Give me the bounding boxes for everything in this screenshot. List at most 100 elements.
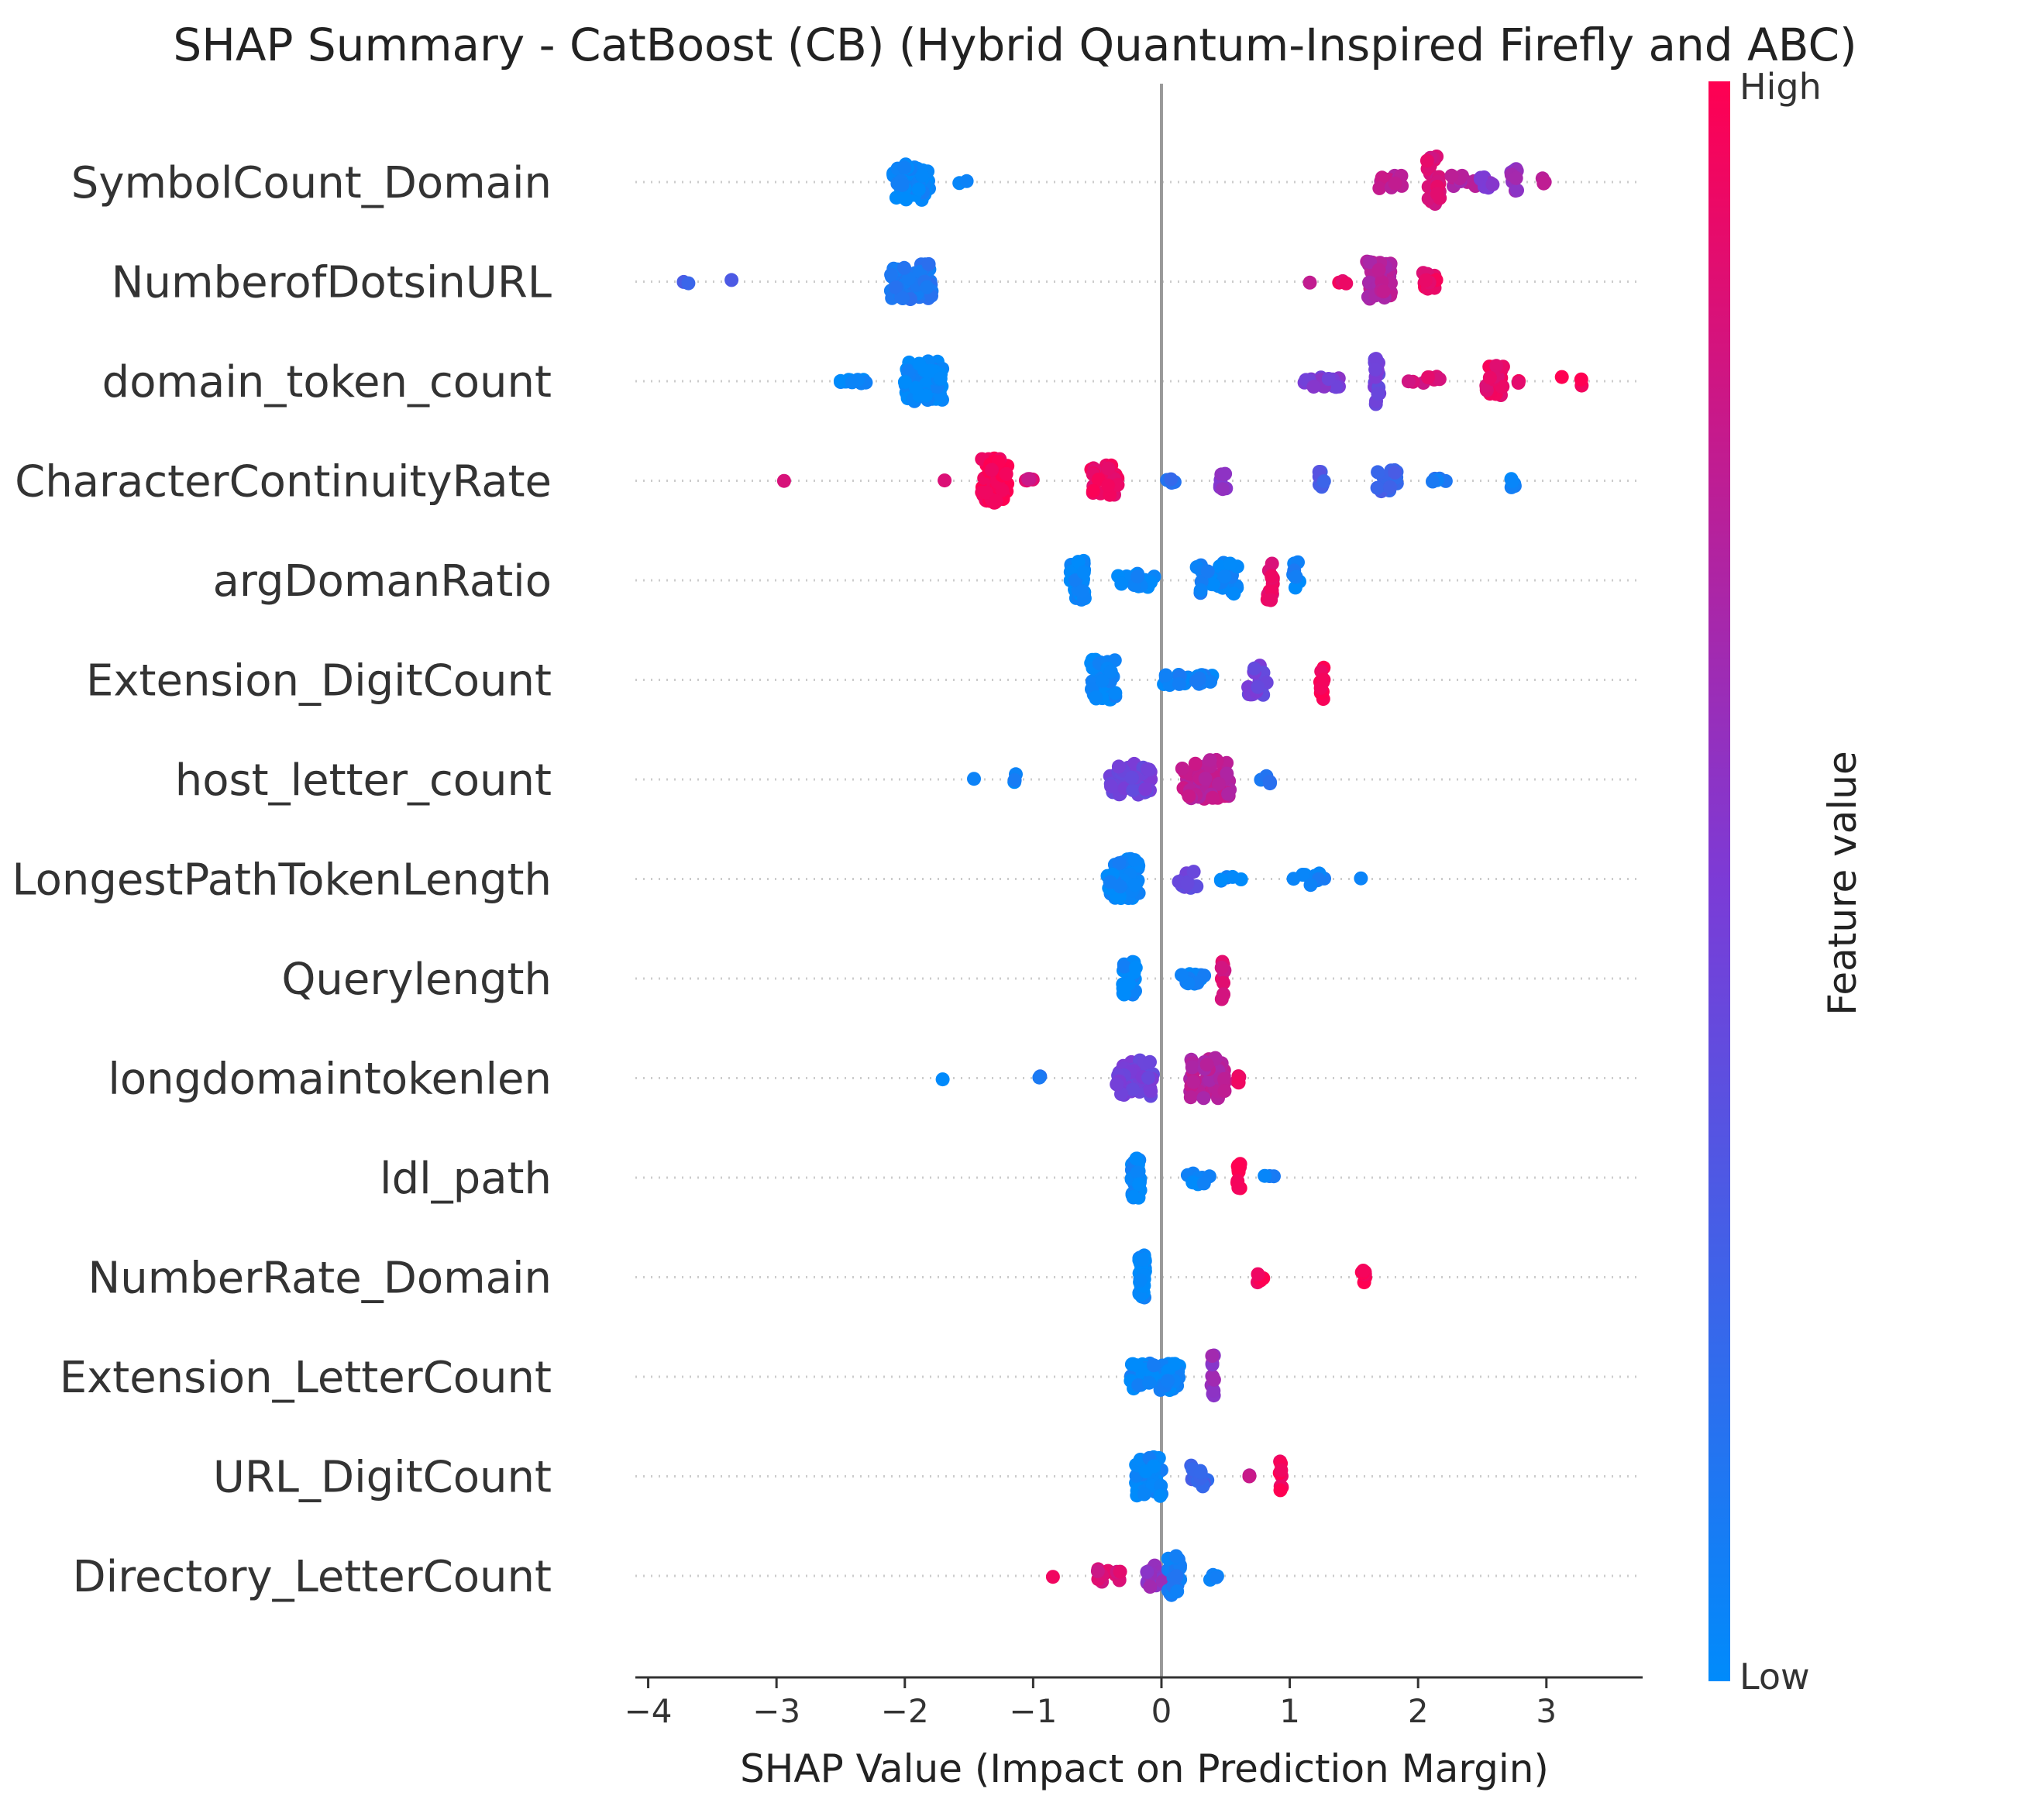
x-tick-label: 0 [1151, 1692, 1172, 1730]
shap-dot [1196, 1176, 1211, 1191]
shap-dot [1303, 878, 1318, 893]
shap-dot [1113, 1564, 1127, 1579]
shap-dot [1205, 1349, 1220, 1363]
shap-dot [1388, 176, 1402, 191]
shap-dot [1147, 1358, 1161, 1373]
shap-dot [1143, 1580, 1158, 1594]
shap-dot [1220, 766, 1234, 781]
shap-dot [1138, 1464, 1153, 1479]
shap-dot [1370, 480, 1385, 495]
shap-dot [1371, 465, 1385, 480]
shap-dot [1372, 181, 1387, 195]
shap-dot [1574, 372, 1588, 387]
x-tick-label: 1 [1279, 1692, 1300, 1730]
shap-dot [1127, 1189, 1141, 1204]
shap-dot [1371, 387, 1385, 401]
shap-dot [1369, 352, 1383, 366]
shap-dot [1265, 569, 1279, 583]
shap-dot [1183, 1090, 1198, 1105]
shap-dot [1206, 1384, 1221, 1398]
shap-dot [1216, 975, 1230, 990]
shap-dot [1419, 153, 1434, 168]
shap-dot [1264, 593, 1278, 607]
shap-dot [1103, 875, 1117, 889]
shap-dot [1154, 1478, 1168, 1493]
shap-dot [1206, 1370, 1220, 1384]
shap-dot [1126, 1082, 1140, 1097]
shap-dot [933, 371, 948, 386]
feature-label: host_letter_count [175, 755, 552, 806]
shap-dot [681, 276, 696, 291]
shap-dot [1273, 1483, 1288, 1498]
shap-dot [1130, 569, 1144, 584]
shap-dot [985, 463, 999, 477]
shap-dot [1430, 187, 1444, 201]
shap-dot [1223, 556, 1237, 571]
shap-dot [1221, 786, 1236, 801]
shap-dot [1180, 876, 1195, 891]
feature-label: argDomanRatio [213, 556, 552, 607]
shap-dot [1143, 1054, 1157, 1069]
shap-dot [1388, 465, 1402, 480]
shap-dot [1274, 1463, 1289, 1477]
shap-dot [1193, 1465, 1208, 1480]
shap-dot [1198, 772, 1213, 786]
shap-dot [1142, 1375, 1157, 1390]
shap-dot [938, 473, 952, 488]
x-tick-label: −2 [881, 1692, 929, 1730]
shap-dot [1076, 565, 1091, 580]
shap-dot [1356, 1264, 1371, 1278]
shap-dot [1536, 176, 1551, 191]
shap-dot [1168, 1357, 1182, 1371]
shap-dot [1045, 1570, 1060, 1584]
shap-dot [1339, 276, 1354, 291]
shap-dot [1247, 661, 1261, 676]
shap-dot [1316, 474, 1331, 489]
shap-dot [1112, 856, 1127, 871]
feature-label: domain_token_count [102, 357, 552, 408]
shap-dot [959, 174, 974, 188]
shap-dot [1213, 872, 1228, 887]
x-tick-label: 3 [1536, 1692, 1557, 1730]
shap-dot [1217, 569, 1232, 584]
shap-dot [1206, 577, 1220, 592]
shap-dot [1137, 1487, 1151, 1502]
shap-dot [897, 160, 912, 175]
feature-label: LongestPathTokenLength [12, 855, 552, 906]
shap-dot [1383, 480, 1397, 494]
shap-dot [1225, 869, 1240, 884]
shap-dot [889, 280, 903, 294]
shap-dot [1153, 1488, 1168, 1503]
shap-dot [1192, 671, 1206, 686]
shap-dot [1251, 1267, 1265, 1281]
shap-dot [1368, 362, 1383, 377]
shap-dot [1095, 673, 1110, 688]
x-tick-label: −1 [1009, 1692, 1057, 1730]
shap-dot [1114, 576, 1129, 591]
shap-dot [1217, 1072, 1232, 1086]
shap-dot [1089, 690, 1103, 704]
shap-dot [1140, 1564, 1154, 1579]
shap-dot [912, 356, 927, 371]
shap-dot [1230, 1174, 1245, 1189]
feature-label: Extension_DigitCount [86, 656, 552, 707]
shap-dot [1505, 474, 1519, 488]
shap-dot [1251, 679, 1265, 694]
x-tick-label: −3 [752, 1692, 800, 1730]
shap-dot [1175, 762, 1189, 776]
feature-label: Extension_LetterCount [60, 1353, 552, 1403]
shap-dot [1127, 853, 1142, 868]
shap-dot [1086, 483, 1100, 498]
feature-label: SymbolCount_Domain [71, 158, 552, 208]
shap-dot [935, 1072, 950, 1087]
shap-dot [908, 380, 923, 395]
shap-dot [920, 280, 934, 294]
shap-dot [1432, 372, 1447, 387]
shap-dot [897, 375, 912, 390]
shap-dot [1126, 783, 1141, 797]
shap-dot [1485, 177, 1500, 192]
shap-dot [1363, 255, 1377, 270]
shap-dot [1242, 1469, 1257, 1484]
shap-dot [1103, 664, 1118, 679]
shap-dot [1263, 776, 1277, 791]
